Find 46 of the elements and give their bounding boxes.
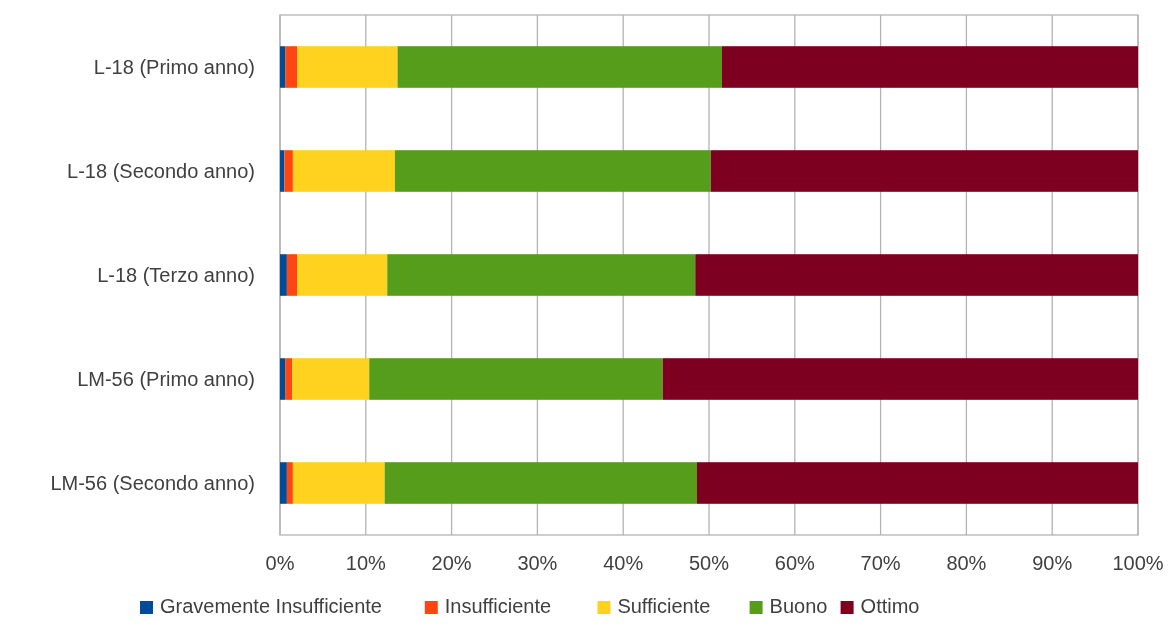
bar bbox=[297, 254, 388, 296]
bar bbox=[280, 46, 286, 88]
x-tick-label: 50% bbox=[688, 552, 730, 574]
bar bbox=[292, 358, 370, 400]
bar bbox=[286, 254, 298, 296]
x-tick-label: 30% bbox=[517, 552, 558, 574]
bar bbox=[292, 462, 385, 504]
x-tick-label: 10% bbox=[345, 552, 387, 574]
legend-label: Insufficiente bbox=[444, 595, 552, 617]
bar bbox=[662, 358, 1138, 400]
bar bbox=[394, 150, 711, 192]
bar bbox=[292, 150, 395, 192]
bar bbox=[721, 46, 1138, 88]
y-tick-label: LM-56 (Secondo anno) bbox=[50, 472, 255, 494]
bar bbox=[280, 254, 287, 296]
bar bbox=[280, 150, 285, 192]
bar bbox=[695, 254, 1138, 296]
bar bbox=[297, 46, 398, 88]
bar bbox=[397, 46, 722, 88]
x-tick-label: 80% bbox=[946, 552, 987, 574]
bar bbox=[387, 254, 696, 296]
y-tick-label: L-18 (Secondo anno) bbox=[67, 160, 255, 182]
x-tick-label: 100% bbox=[1112, 552, 1164, 574]
y-tick-label: L-18 (Primo anno) bbox=[93, 56, 255, 78]
y-tick-label: L-18 (Terzo anno) bbox=[97, 264, 255, 286]
bar bbox=[696, 462, 1138, 504]
bar bbox=[280, 358, 286, 400]
bar bbox=[285, 358, 293, 400]
bar bbox=[384, 462, 697, 504]
x-tick-label: 70% bbox=[860, 552, 901, 574]
bar bbox=[710, 150, 1138, 192]
x-tick-label: 90% bbox=[1032, 552, 1073, 574]
legend-label: Buono bbox=[769, 595, 828, 617]
bar bbox=[369, 358, 663, 400]
x-tick-label: 20% bbox=[431, 552, 472, 574]
x-tick-label: 40% bbox=[603, 552, 644, 574]
bar bbox=[286, 462, 293, 504]
legend-label: Ottimo bbox=[860, 595, 920, 617]
legend-label: Gravemente Insufficiente bbox=[160, 595, 382, 617]
bar bbox=[280, 462, 287, 504]
x-tick-label: 60% bbox=[774, 552, 816, 574]
x-tick-label: 0% bbox=[265, 552, 295, 574]
legend-label: Sufficiente bbox=[617, 595, 711, 617]
bar bbox=[284, 150, 293, 192]
y-tick-label: LM-56 (Primo anno) bbox=[77, 368, 255, 390]
bar bbox=[285, 46, 298, 88]
